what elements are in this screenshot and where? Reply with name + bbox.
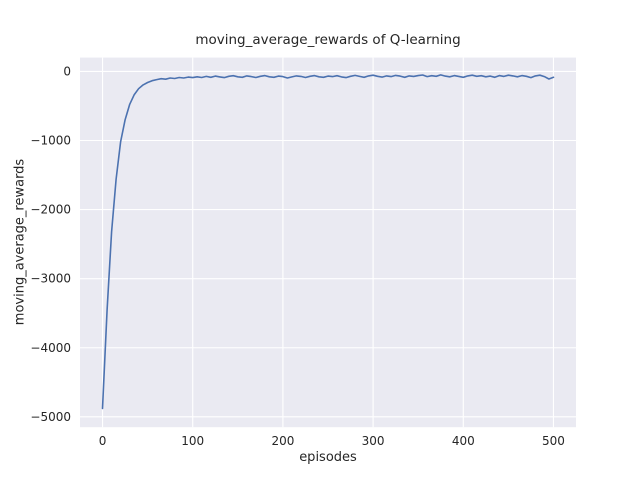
x-tick-label: 400 xyxy=(452,434,475,448)
y-tick-label: −1000 xyxy=(30,134,71,148)
y-axis-label: moving_average_rewards xyxy=(12,158,28,326)
x-tick-label: 100 xyxy=(181,434,204,448)
x-tick-label: 0 xyxy=(99,434,107,448)
reward-line xyxy=(101,74,555,410)
x-tick-label: 500 xyxy=(542,434,565,448)
y-tick-label: −5000 xyxy=(30,410,71,424)
x-tick-label: 300 xyxy=(362,434,385,448)
x-axis-label: episodes xyxy=(299,450,357,465)
x-tick-label: 200 xyxy=(271,434,294,448)
y-tick-label: −4000 xyxy=(30,341,71,355)
axes-background xyxy=(80,57,576,428)
y-tick-label: −2000 xyxy=(30,203,71,217)
y-tick-label: −3000 xyxy=(30,272,71,286)
chart-title: moving_average_rewards of Q-learning xyxy=(195,32,461,48)
y-tick-label: 0 xyxy=(63,64,71,78)
